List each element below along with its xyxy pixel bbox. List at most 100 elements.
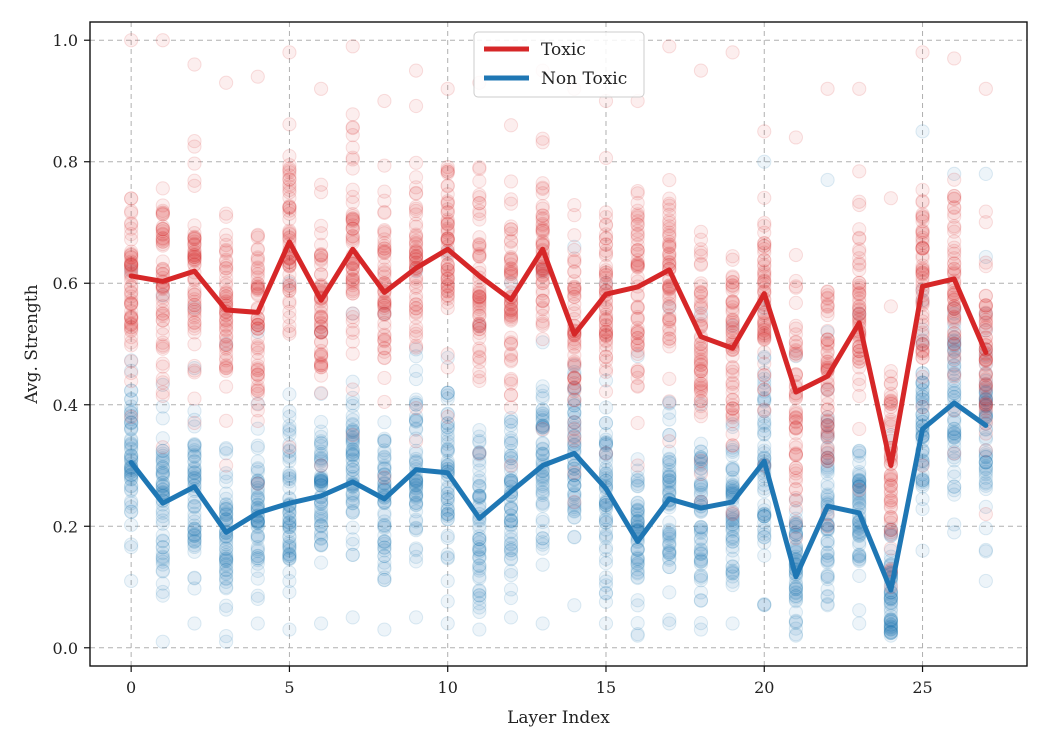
scatter-point <box>187 510 202 525</box>
scatter-point <box>124 540 139 555</box>
scatter-point <box>535 418 550 433</box>
scatter-point <box>535 478 550 494</box>
scatter-point <box>662 531 677 546</box>
x-tick-label: 20 <box>754 678 774 697</box>
scatter-point <box>219 336 234 352</box>
scatter-point <box>440 530 455 546</box>
scatter-point <box>503 518 519 533</box>
scatter-point <box>472 542 487 557</box>
scatter-point <box>250 464 265 480</box>
scatter-point <box>788 614 804 629</box>
scatter-point <box>598 527 614 542</box>
scatter-point <box>757 154 772 169</box>
scatter-point <box>535 496 550 511</box>
scatter-point <box>915 543 930 558</box>
scatter-point <box>725 252 740 267</box>
scatter-point <box>187 454 202 469</box>
scatter-point <box>408 421 424 436</box>
scatter-point <box>693 381 709 396</box>
scatter-point <box>852 282 867 298</box>
scatter-point <box>947 446 962 461</box>
scatter-point <box>313 478 329 493</box>
scatter-point <box>282 258 297 273</box>
scatter-point <box>440 480 455 495</box>
scatter-point <box>757 245 772 260</box>
scatter-point <box>503 312 519 327</box>
scatter-point <box>250 461 265 476</box>
y-axis-label: Avg. Strength <box>22 284 42 404</box>
scatter-point <box>345 424 360 440</box>
scatter-point <box>503 473 519 488</box>
scatter-point <box>598 267 614 282</box>
scatter-point <box>852 551 867 566</box>
scatter-point <box>662 537 677 552</box>
x-tick-label: 10 <box>438 678 458 697</box>
scatter-point <box>187 437 202 453</box>
scatter-point <box>567 598 582 613</box>
scatter-point <box>567 458 582 473</box>
scatter-point <box>187 534 202 549</box>
scatter-point <box>567 415 582 430</box>
scatter-point <box>535 481 550 497</box>
scatter-point <box>155 231 170 246</box>
scatter-point <box>472 569 487 584</box>
scatter-point <box>440 430 455 445</box>
scatter-point <box>377 534 392 549</box>
scatter-point <box>155 453 170 468</box>
scatter-point <box>630 503 645 518</box>
scatter-point <box>725 367 740 383</box>
scatter-point <box>187 581 202 596</box>
scatter-point <box>345 395 360 411</box>
scatter-point <box>219 491 234 506</box>
scatter-point <box>187 218 202 233</box>
scatter-point <box>947 469 962 484</box>
scatter-point <box>662 228 677 243</box>
scatter-point <box>313 448 329 463</box>
scatter-point <box>630 514 645 529</box>
scatter-point <box>598 531 614 546</box>
scatter-point <box>567 497 582 512</box>
scatter-point <box>472 588 487 603</box>
scatter-point <box>440 164 455 179</box>
scatter-point <box>472 299 487 314</box>
scatter-point <box>503 543 519 558</box>
scatter-point <box>124 441 139 456</box>
scatter-point <box>250 553 265 568</box>
scatter-point <box>377 505 392 520</box>
scatter-point <box>219 545 234 560</box>
scatter-point <box>187 528 202 544</box>
scatter-point <box>852 448 867 463</box>
scatter-point <box>662 434 677 449</box>
scatter-point <box>345 494 360 509</box>
scatter-point <box>503 417 519 433</box>
scatter-point <box>440 616 455 631</box>
scatter-point <box>313 435 329 450</box>
scatter-point <box>503 542 519 558</box>
scatter-point <box>472 174 487 189</box>
scatter-point <box>662 550 677 566</box>
scatter-point <box>630 517 645 532</box>
scatter-point <box>567 391 582 406</box>
scatter-point <box>219 323 234 338</box>
scatter-point <box>377 93 392 109</box>
scatter-point <box>598 446 614 461</box>
scatter-point <box>282 45 297 60</box>
scatter-point <box>155 443 170 458</box>
scatter-point <box>662 474 677 489</box>
scatter-point <box>440 427 455 442</box>
scatter-point <box>282 149 297 164</box>
scatter-point <box>535 384 550 399</box>
scatter-point <box>472 429 487 444</box>
scatter-point <box>630 463 645 478</box>
scatter-point <box>630 495 645 510</box>
scatter-point <box>947 369 962 384</box>
scatter-point <box>345 547 360 562</box>
scatter-point <box>124 422 139 437</box>
scatter-point <box>472 542 487 557</box>
scatter-point <box>567 510 582 525</box>
scatter-point <box>155 475 170 490</box>
scatter-point <box>662 300 677 315</box>
scatter-point <box>377 467 392 482</box>
scatter-point <box>187 533 202 548</box>
scatter-point <box>155 299 170 314</box>
